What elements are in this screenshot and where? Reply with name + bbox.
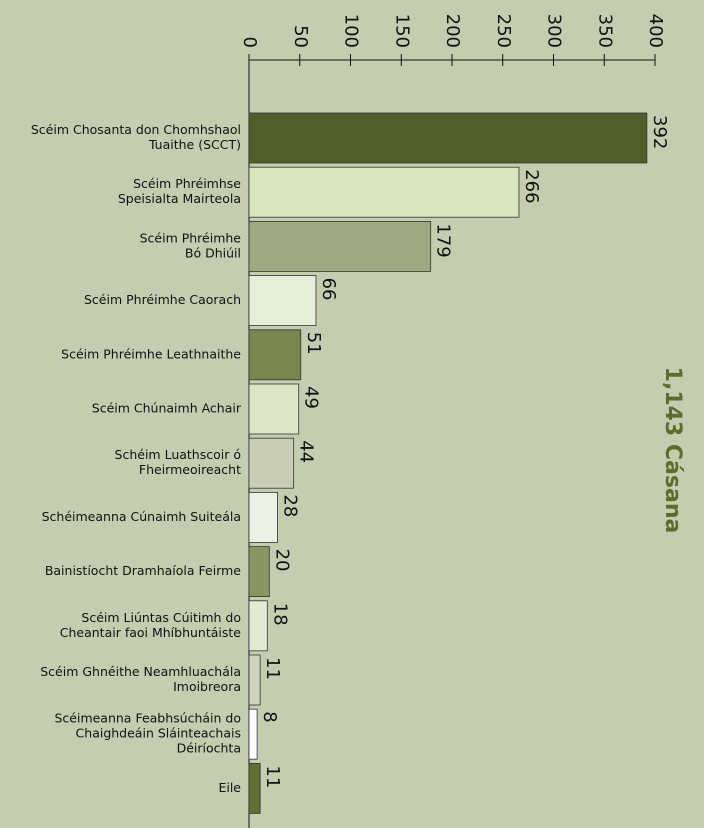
value-label: 392 (649, 115, 670, 149)
value-label: 18 (269, 603, 290, 626)
value-label: 11 (262, 765, 283, 788)
x-tick-label: 0 (239, 37, 260, 48)
category-label: Scéim Ghnéithe Neamhluachála (40, 664, 241, 679)
x-tick-label: 400 (645, 14, 666, 48)
category-label: Chaighdeáin Sláinteachais (76, 726, 241, 741)
total-annotation: 1,143 Cásana (660, 367, 685, 534)
value-label: 179 (433, 223, 454, 257)
category-label: Schéimeanna Cúnaimh Suiteála (42, 509, 241, 524)
value-label: 8 (259, 711, 280, 722)
value-label: 20 (271, 549, 292, 572)
bar (248, 220, 432, 272)
bar (248, 166, 520, 218)
bar (248, 275, 317, 327)
category-label: Déiríochta (177, 741, 241, 756)
category-label: Scéim Phréimhe Caorach (84, 292, 241, 307)
value-label: 66 (318, 278, 339, 301)
value-label: 11 (262, 657, 283, 680)
category-label: Speisialta Mairteola (118, 191, 241, 206)
x-tick-label: 100 (341, 14, 362, 48)
bar (248, 491, 278, 543)
value-label: 44 (296, 440, 317, 463)
x-tick-label: 250 (493, 14, 514, 48)
bar (248, 546, 270, 597)
category-label: Cheantair faoi Mhíbhuntáiste (60, 625, 242, 640)
bar (248, 654, 261, 706)
category-label: Scéim Chúnaimh Achair (92, 401, 242, 416)
bar (248, 708, 258, 760)
category-label: Scéim Liúntas Cúitimh do (81, 610, 241, 625)
x-tick-label: 350 (594, 14, 615, 48)
value-label: 49 (301, 386, 322, 409)
x-tick-label: 150 (391, 14, 412, 48)
category-label: Imoibreora (173, 679, 241, 694)
value-label: 28 (279, 494, 300, 517)
category-label: Scéim Phréimhse (133, 176, 241, 191)
category-label: Eile (218, 780, 241, 795)
bar (248, 437, 295, 489)
category-label: Scéimeanna Feabhsúcháin do (54, 711, 241, 726)
bar (248, 600, 268, 652)
bar (248, 763, 261, 814)
bar (248, 329, 302, 381)
x-tick-label: 200 (442, 14, 463, 48)
category-label: Fheirmeoireacht (139, 462, 241, 477)
category-label: Scéim Chosanta don Chomhshaol (31, 122, 241, 137)
category-label: Schéim Luathscoir ó (115, 447, 241, 462)
bar (248, 112, 648, 164)
category-label: Scéim Phréimhe (140, 230, 242, 245)
x-tick-label: 50 (290, 25, 311, 48)
category-label: Tuaithe (SCCT) (148, 137, 241, 152)
value-label: 51 (303, 332, 324, 355)
category-label: Bó Dhiúil (185, 245, 241, 260)
category-label: Bainistíocht Dramhaíola Feirme (45, 563, 241, 578)
category-label: Scéim Phréimhe Leathnaithe (61, 346, 241, 361)
value-label: 266 (521, 169, 542, 203)
x-tick-label: 300 (544, 14, 565, 48)
bar (248, 383, 300, 435)
